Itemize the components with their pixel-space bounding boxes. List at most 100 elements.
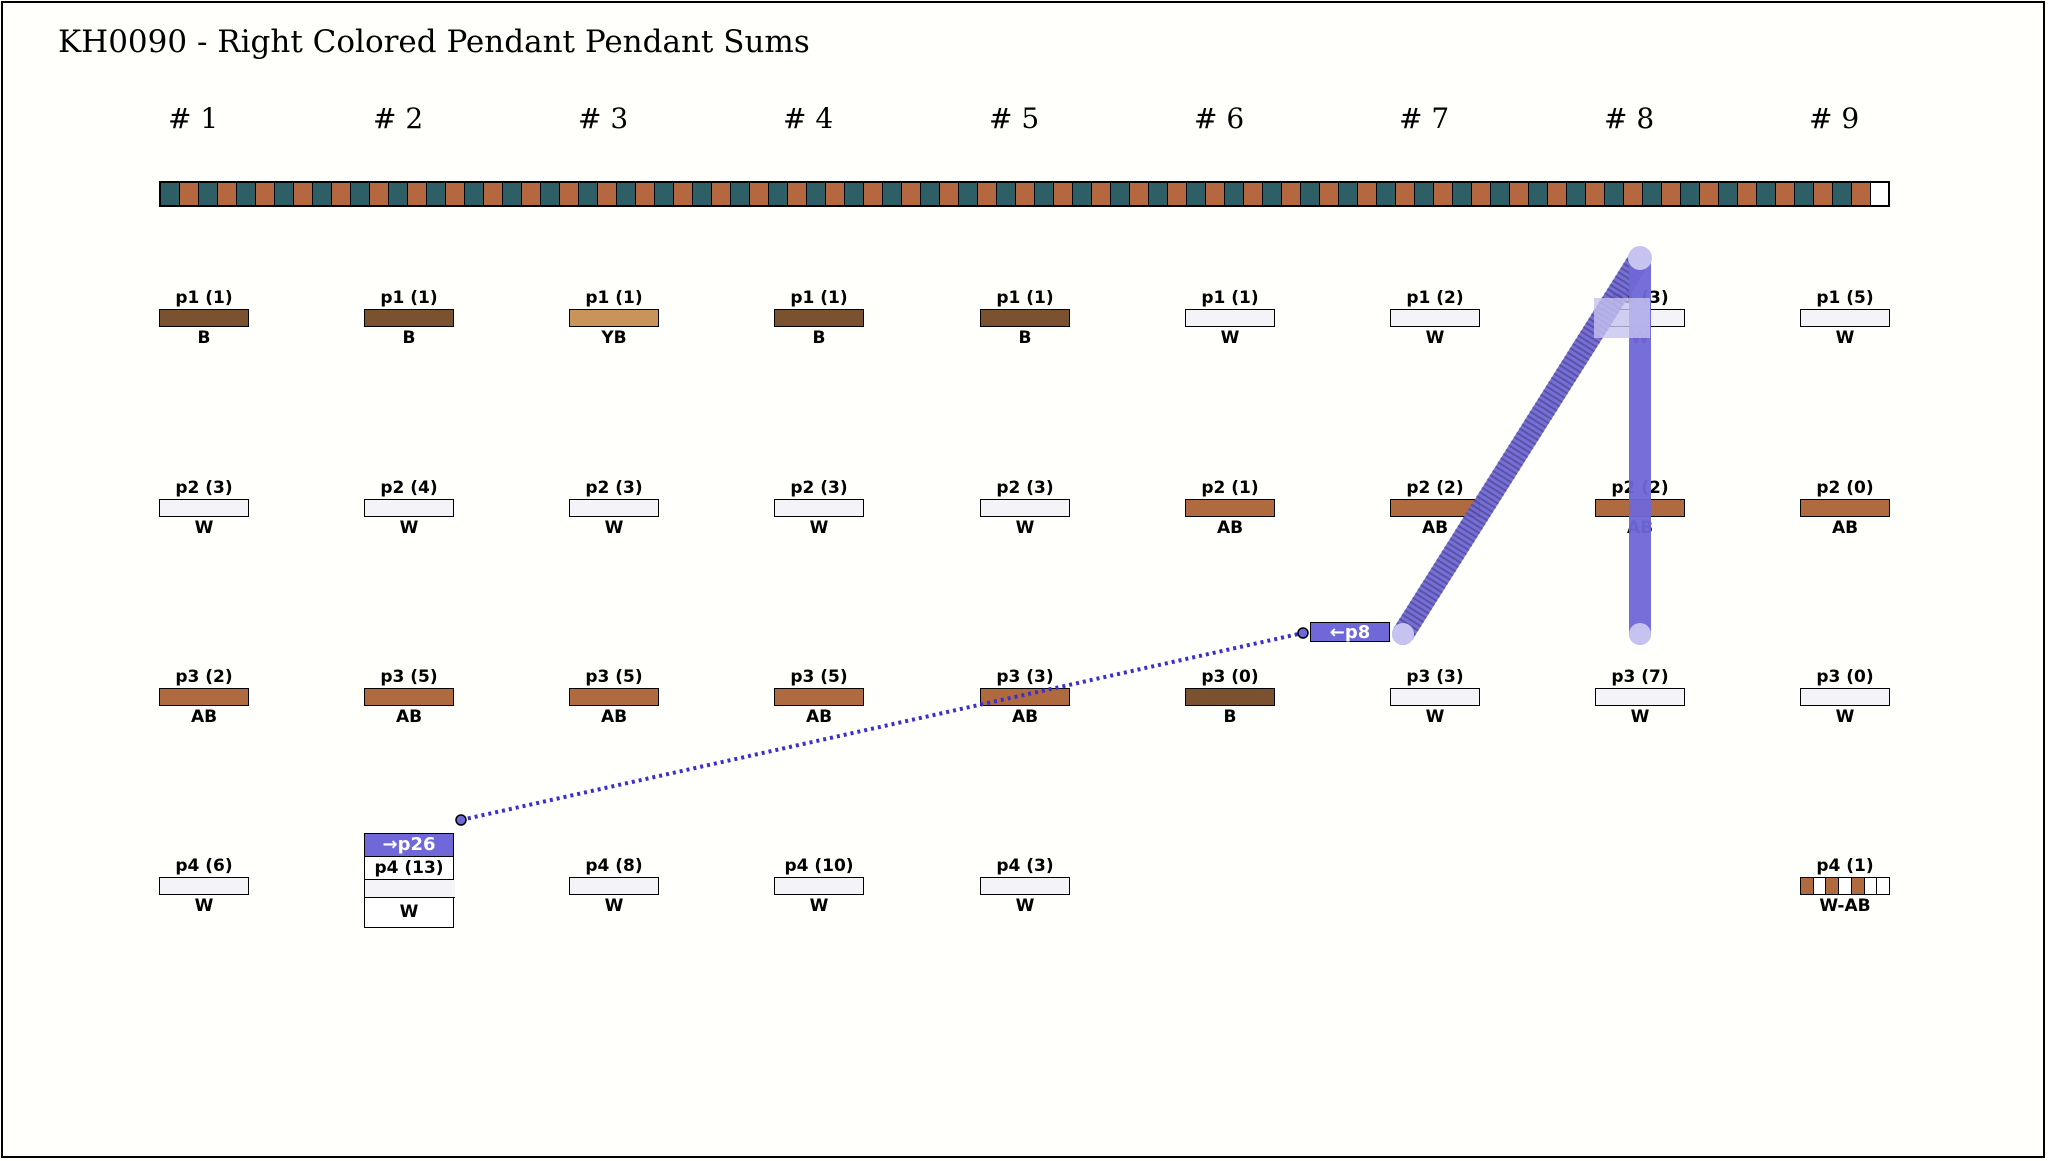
pendant[interactable]: p2 (3) W [774, 477, 864, 539]
cord-segment [1491, 183, 1510, 205]
pendant[interactable]: p1 (2) W [1390, 287, 1480, 349]
pendant[interactable]: p4 (3) W [980, 855, 1070, 917]
pendant[interactable]: p1 (3) W [1595, 287, 1685, 349]
pendant-color-bar [364, 499, 454, 517]
cord-segment [1681, 183, 1700, 205]
pendant[interactable]: p4 (10) W [774, 855, 864, 917]
pendant[interactable]: p3 (2) AB [159, 666, 249, 728]
pendant-color-code: W [1015, 896, 1035, 916]
pendant[interactable]: p2 (2) AB [1595, 477, 1685, 539]
pendant-color-bar [569, 309, 659, 327]
color-band [1839, 878, 1852, 894]
pendant[interactable]: p1 (1) B [159, 287, 249, 349]
cord-segment [1472, 183, 1491, 205]
cord-segment [1244, 183, 1263, 205]
pendant-color-bar [1595, 688, 1685, 706]
cord-segment [1035, 183, 1054, 205]
pendant-label: p4 (1) [1816, 856, 1874, 876]
cord-segment [1567, 183, 1586, 205]
pendant[interactable]: p3 (3) AB [980, 666, 1070, 728]
pendant-color-bar [365, 880, 455, 898]
cord-segment [370, 183, 389, 205]
pendant[interactable]: p3 (5) AB [774, 666, 864, 728]
cord-segment [1130, 183, 1149, 205]
cord-segment [693, 183, 712, 205]
pendant[interactable]: p1 (1) B [364, 287, 454, 349]
pendant-color-code: W [604, 518, 624, 538]
pendant[interactable]: p3 (3) W [1390, 666, 1480, 728]
pendant-link-label[interactable]: →p26 [365, 834, 453, 857]
pendant[interactable]: p2 (4) W [364, 477, 454, 539]
pendant[interactable]: p1 (1) YB [569, 287, 659, 349]
cord-segment [1586, 183, 1605, 205]
pendant-color-code: AB [1626, 518, 1654, 538]
pendant-color-bar [980, 309, 1070, 327]
cord-segment [1548, 183, 1567, 205]
pendant[interactable]: p3 (7) W [1595, 666, 1685, 728]
cord-segment [560, 183, 579, 205]
pendant-label: p3 (0) [1201, 667, 1259, 687]
pendant[interactable]: p3 (5) AB [364, 666, 454, 728]
pendant[interactable]: →p26 p4 (13) W [364, 833, 455, 928]
cord-segment [1168, 183, 1187, 205]
pendant-color-bar [1185, 499, 1275, 517]
column-header: # 9 [1809, 102, 1860, 135]
primary-cord [159, 181, 1890, 207]
cord-segment [674, 183, 693, 205]
column-header: # 8 [1604, 102, 1655, 135]
color-band [1864, 878, 1878, 894]
pendant-color-code: W [194, 896, 214, 916]
cord-segment [313, 183, 332, 205]
cord-segment [256, 183, 275, 205]
pendant[interactable]: p2 (3) W [980, 477, 1070, 539]
pendant[interactable]: p2 (3) W [159, 477, 249, 539]
cord-segment [1339, 183, 1358, 205]
cord-segment [712, 183, 731, 205]
pendant[interactable]: p4 (8) W [569, 855, 659, 917]
pendant-color-bar [1800, 877, 1890, 895]
pendant[interactable]: p1 (1) B [980, 287, 1070, 349]
pendant-color-bar [980, 688, 1070, 706]
pendant-color-bar [1390, 499, 1480, 517]
pendant[interactable]: p2 (0) AB [1800, 477, 1890, 539]
pendant[interactable]: p2 (2) AB [1390, 477, 1480, 539]
pendant-color-code: W [399, 902, 419, 922]
column-header: # 6 [1194, 102, 1245, 135]
pendant-label: p3 (3) [996, 667, 1054, 687]
pendant[interactable]: p2 (3) W [569, 477, 659, 539]
pendant[interactable]: p2 (1) AB [1185, 477, 1275, 539]
cord-segment [883, 183, 902, 205]
pendant-label: p1 (1) [1201, 288, 1259, 308]
pendant[interactable]: p3 (0) B [1185, 666, 1275, 728]
cord-segment [1662, 183, 1681, 205]
pendant-color-code: W [1425, 328, 1445, 348]
pendant[interactable]: p1 (1) B [774, 287, 864, 349]
pendant[interactable]: p4 (1) W-AB [1800, 855, 1890, 917]
pendant-color-code: AB [600, 707, 628, 727]
column-header: # 4 [783, 102, 834, 135]
cord-segment [180, 183, 199, 205]
pendant[interactable]: p3 (0) W [1800, 666, 1890, 728]
pendant[interactable]: p1 (1) W [1185, 287, 1275, 349]
cord-segment [465, 183, 484, 205]
cord-segment [1529, 183, 1548, 205]
pendant-color-code: W [809, 896, 829, 916]
pendant-label: p1 (1) [175, 288, 233, 308]
pendant-color-code: B [197, 328, 211, 348]
pendant-color-code: W [1220, 328, 1240, 348]
pendant-color-code: AB [1831, 518, 1859, 538]
pendant[interactable]: p4 (6) W [159, 855, 249, 917]
cord-segment [1814, 183, 1833, 205]
link-tag-p8[interactable]: ←p8 [1310, 622, 1390, 643]
pendant-color-bar [774, 499, 864, 517]
pendant-color-code: W [194, 518, 214, 538]
pendant[interactable]: p1 (5) W [1800, 287, 1890, 349]
pendant-color-bar [159, 688, 249, 706]
pendant-color-bar [980, 499, 1070, 517]
pendant[interactable]: p3 (5) AB [569, 666, 659, 728]
pendant-color-code: B [1223, 707, 1237, 727]
pendant-color-bar [1595, 309, 1685, 327]
pendant-label: p4 (3) [996, 856, 1054, 876]
column-header: # 3 [578, 102, 629, 135]
pendant-color-code: W [1835, 707, 1855, 727]
